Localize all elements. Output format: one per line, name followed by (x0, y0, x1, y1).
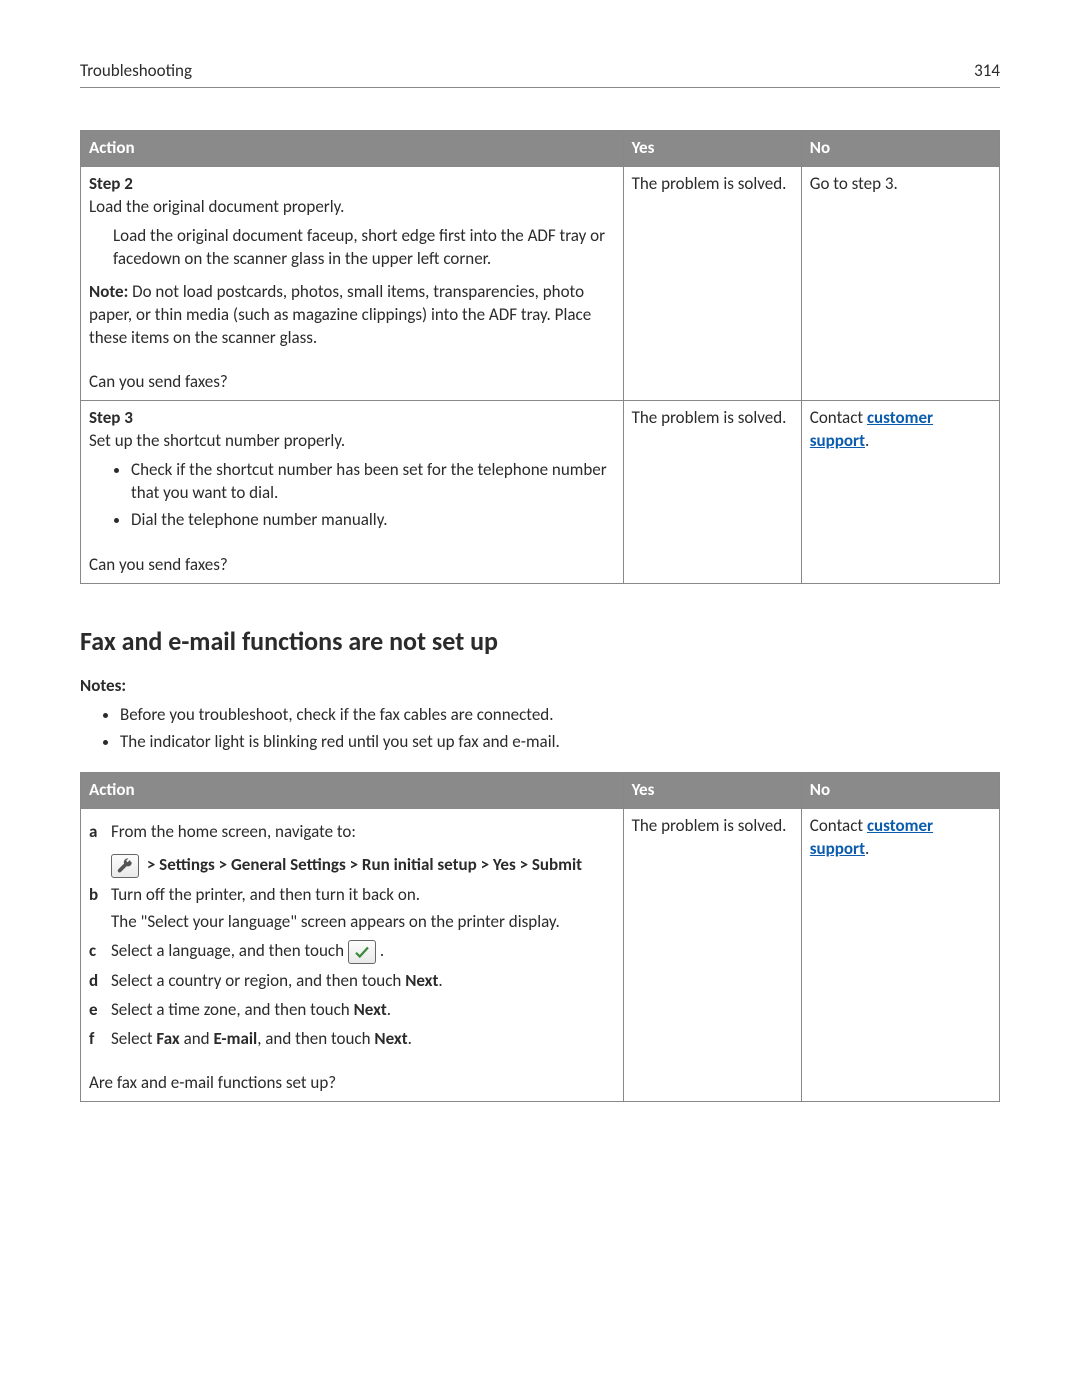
no-cell: Contact customer support. (801, 401, 999, 584)
col-no: No (801, 130, 999, 166)
step-f-mid2: , and then touch (257, 1028, 374, 1049)
col-no: No (801, 772, 999, 808)
step-c-pre: Select a language, and then touch (111, 940, 348, 961)
step-f-post: . (408, 1028, 412, 1049)
action-indent: Load the original document faceup, short… (113, 225, 615, 271)
header-section: Troubleshooting (80, 60, 192, 83)
step-b-sub: The "Select your language" screen appear… (111, 911, 615, 934)
step-d-pre: Select a country or region, and then tou… (111, 970, 405, 991)
letter-label: e (89, 999, 111, 1022)
note-label: Note: (89, 281, 128, 302)
action-cell: a From the home screen, navigate to: > S… (81, 808, 624, 1102)
col-action: Action (81, 130, 624, 166)
no-suffix: . (865, 430, 869, 451)
action-line: Set up the shortcut number properly. (89, 430, 615, 453)
yes-cell: The problem is solved. (623, 401, 801, 584)
action-line: Load the original document properly. (89, 196, 615, 219)
letter-label: f (89, 1028, 111, 1051)
step-a-pre: From the home screen, navigate to: (111, 821, 356, 842)
list-item: Before you troubleshoot, check if the fa… (120, 704, 1000, 727)
step-b-pre: Turn off the printer, and then turn it b… (111, 884, 420, 905)
step-f-b1: Fax (156, 1028, 179, 1049)
yes-cell: The problem is solved. (623, 166, 801, 401)
list-item: f Select Fax and E-mail, and then touch … (89, 1028, 615, 1051)
letter-label: b (89, 884, 111, 934)
table-row: Step 2 Load the original document proper… (81, 166, 1000, 401)
action-question: Can you send faxes? (89, 554, 615, 577)
step-f-mid1: and (180, 1028, 214, 1049)
list-item: c Select a language, and then touch . (89, 940, 615, 964)
step-f-b3: Next (374, 1028, 407, 1049)
step-f-b2: E-mail (213, 1028, 257, 1049)
header-page: 314 (974, 60, 1000, 83)
no-suffix: . (865, 838, 869, 859)
table-row: Step 3 Set up the shortcut number proper… (81, 401, 1000, 584)
troubleshoot-table-1: Action Yes No Step 2 Load the original d… (80, 130, 1000, 584)
action-question: Are fax and e-mail functions set up? (89, 1072, 615, 1095)
no-cell: Contact customer support. (801, 808, 999, 1102)
table-row: a From the home screen, navigate to: > S… (81, 808, 1000, 1102)
col-yes: Yes (623, 772, 801, 808)
list-item: Check if the shortcut number has been se… (131, 459, 615, 505)
yes-cell: The problem is solved. (623, 808, 801, 1102)
troubleshoot-table-2: Action Yes No a From the home screen, na… (80, 772, 1000, 1103)
step-a-path: > Settings > General Settings > Run init… (143, 854, 582, 875)
no-cell: Go to step 3. (801, 166, 999, 401)
action-cell: Step 3 Set up the shortcut number proper… (81, 401, 624, 584)
wrench-icon (111, 854, 139, 878)
list-item: e Select a time zone, and then touch Nex… (89, 999, 615, 1022)
page-header: Troubleshooting 314 (80, 60, 1000, 88)
step-title: Step 2 (89, 173, 615, 196)
list-item: Dial the telephone number manually. (131, 509, 615, 532)
no-prefix: Contact (810, 407, 867, 428)
list-item: b Turn off the printer, and then turn it… (89, 884, 615, 934)
list-item: d Select a country or region, and then t… (89, 970, 615, 993)
checkmark-icon (348, 940, 376, 964)
col-yes: Yes (623, 130, 801, 166)
col-action: Action (81, 772, 624, 808)
action-note: Note: Do not load postcards, photos, sma… (89, 281, 615, 350)
letter-label: c (89, 940, 111, 964)
letter-label: d (89, 970, 111, 993)
notes-list: Before you troubleshoot, check if the fa… (102, 704, 1000, 754)
step-f-pre: Select (111, 1028, 156, 1049)
step-title: Step 3 (89, 407, 615, 430)
no-prefix: Contact (810, 815, 867, 836)
step-d-post: . (438, 970, 442, 991)
action-bullets: Check if the shortcut number has been se… (113, 459, 615, 532)
step-e-pre: Select a time zone, and then touch (111, 999, 354, 1020)
action-cell: Step 2 Load the original document proper… (81, 166, 624, 401)
step-e-bold: Next (354, 999, 387, 1020)
section-heading: Fax and e-mail functions are not set up (80, 624, 1000, 659)
list-item: The indicator light is blinking red unti… (120, 731, 1000, 754)
letter-label: a (89, 821, 111, 878)
step-c-post: . (380, 940, 384, 961)
step-d-bold: Next (405, 970, 438, 991)
list-item: a From the home screen, navigate to: > S… (89, 821, 615, 878)
action-question: Can you send faxes? (89, 371, 615, 394)
notes-label: Notes: (80, 675, 1000, 698)
note-text: Do not load postcards, photos, small ite… (89, 281, 591, 348)
step-e-post: . (387, 999, 391, 1020)
